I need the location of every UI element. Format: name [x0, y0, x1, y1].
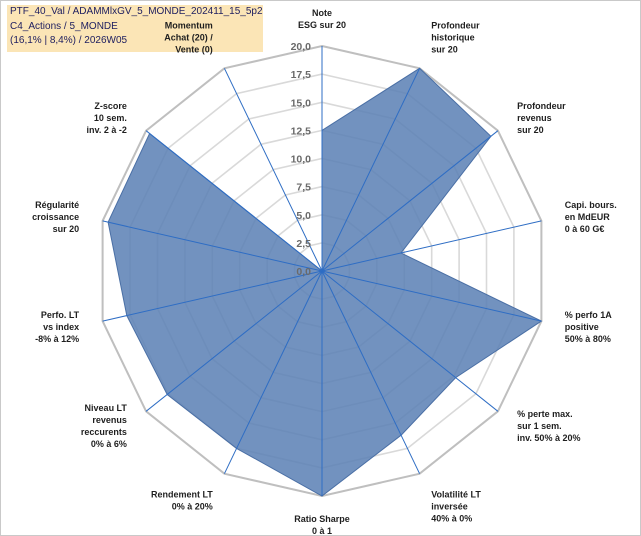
axis-spoke-11 [102, 270, 323, 322]
axis-label-12-line-1: Régularité [35, 200, 79, 210]
axis-label-10-line-3: reccurents [81, 427, 127, 437]
axis-label-5-line-3: 50% à 80% [565, 334, 611, 344]
axis-spoke-12 [102, 220, 323, 272]
axis-label-14-line-3: Vente (0) [175, 45, 213, 55]
axis-label-12-line-3: sur 20 [53, 224, 80, 234]
axis-label-6-line-1: % perte max. [517, 409, 573, 419]
axis-label-2-line-1: Profondeur [431, 21, 480, 31]
axis-label-3-line-2: revenus [517, 113, 552, 123]
title-line-3: (16,1% | 8,4%) / 2026W05 [10, 35, 128, 46]
axis-label-8-line-2: 0 à 1 [312, 526, 332, 536]
axis-spoke-7 [321, 270, 421, 474]
tick-label-0: 0,0 [296, 266, 311, 278]
tick-label-4: 10,0 [291, 154, 312, 166]
tick-label-1: 2,5 [296, 238, 311, 250]
chart-title-box: PTF_40_Val / ADAMMlxGV_5_MONDE_202411_15… [7, 5, 263, 52]
axis-label-9-line-2: 0% à 20% [172, 502, 213, 512]
axis-label-3-line-1: Profondeur [517, 101, 566, 111]
axis-label-4-line-2: en MdEUR [565, 212, 611, 222]
axis-label-6-line-2: sur 1 sem. [517, 421, 562, 431]
axis-label-3-line-3: sur 20 [517, 125, 544, 135]
axis-label-2-line-3: sur 20 [431, 45, 458, 55]
axis-label-14-line-1: Momentum [165, 21, 213, 31]
axis-spoke-4 [321, 220, 542, 272]
axis-label-10-line-2: revenus [92, 415, 127, 425]
tick-label-8: 20,0 [291, 41, 312, 53]
axis-label-12-line-2: croissance [32, 212, 79, 222]
axis-label-5-line-2: positive [565, 322, 599, 332]
axis-label-13-line-3: inv. 2 à -2 [87, 125, 127, 135]
title-line-1: PTF_40_Val / ADAMMlxGV_5_MONDE_202411_15… [10, 6, 263, 17]
axis-label-5-line-1: % perfo 1A [565, 310, 613, 320]
axis-label-7-line-3: 40% à 0% [431, 514, 472, 524]
tick-label-3: 7,5 [296, 182, 311, 194]
axis-label-11-line-1: Perfo. LT [41, 310, 80, 320]
axis-label-4-line-1: Capi. bours. [565, 200, 617, 210]
axis-label-1-line-1: Note [312, 8, 332, 18]
axis-label-9-line-1: Rendement LT [151, 490, 213, 500]
axis-label-11-line-3: -8% à 12% [35, 334, 79, 344]
axis-spoke-9 [223, 270, 323, 474]
axis-spoke-2 [321, 68, 421, 272]
axis-label-13-line-2: 10 sem. [94, 113, 127, 123]
axis-label-4-line-3: 0 à 60 G€ [565, 224, 605, 234]
axis-label-8-line-1: Ratio Sharpe [294, 514, 350, 524]
axis-label-11-line-2: vs index [43, 322, 79, 332]
tick-label-2: 5,0 [296, 210, 311, 222]
axis-label-10-line-1: Niveau LT [85, 403, 128, 413]
axis-spoke-13 [145, 130, 323, 272]
tick-label-7: 17,5 [291, 69, 312, 81]
axis-label-1-line-2: ESG sur 20 [298, 20, 346, 30]
axis-spoke-3 [321, 130, 499, 272]
axis-spoke-14 [223, 68, 323, 272]
axis-label-7-line-2: inversée [431, 502, 468, 512]
axis-label-14-line-2: Achat (20) / [164, 33, 213, 43]
axis-label-7-line-1: Volatilité LT [431, 490, 481, 500]
title-line-2: C4_Actions / 5_MONDE [10, 20, 118, 32]
tick-label-5: 12,5 [291, 125, 312, 137]
tick-label-6: 15,0 [291, 97, 312, 109]
axis-spoke-10 [145, 270, 323, 412]
axis-label-13-line-1: Z-score [94, 101, 127, 111]
axis-spoke-5 [321, 270, 542, 322]
axis-spoke-6 [321, 270, 499, 412]
axis-label-2-line-2: historique [431, 33, 475, 43]
axis-label-6-line-3: inv. 50% à 20% [517, 433, 580, 443]
axis-label-10-line-4: 0% à 6% [91, 439, 127, 449]
